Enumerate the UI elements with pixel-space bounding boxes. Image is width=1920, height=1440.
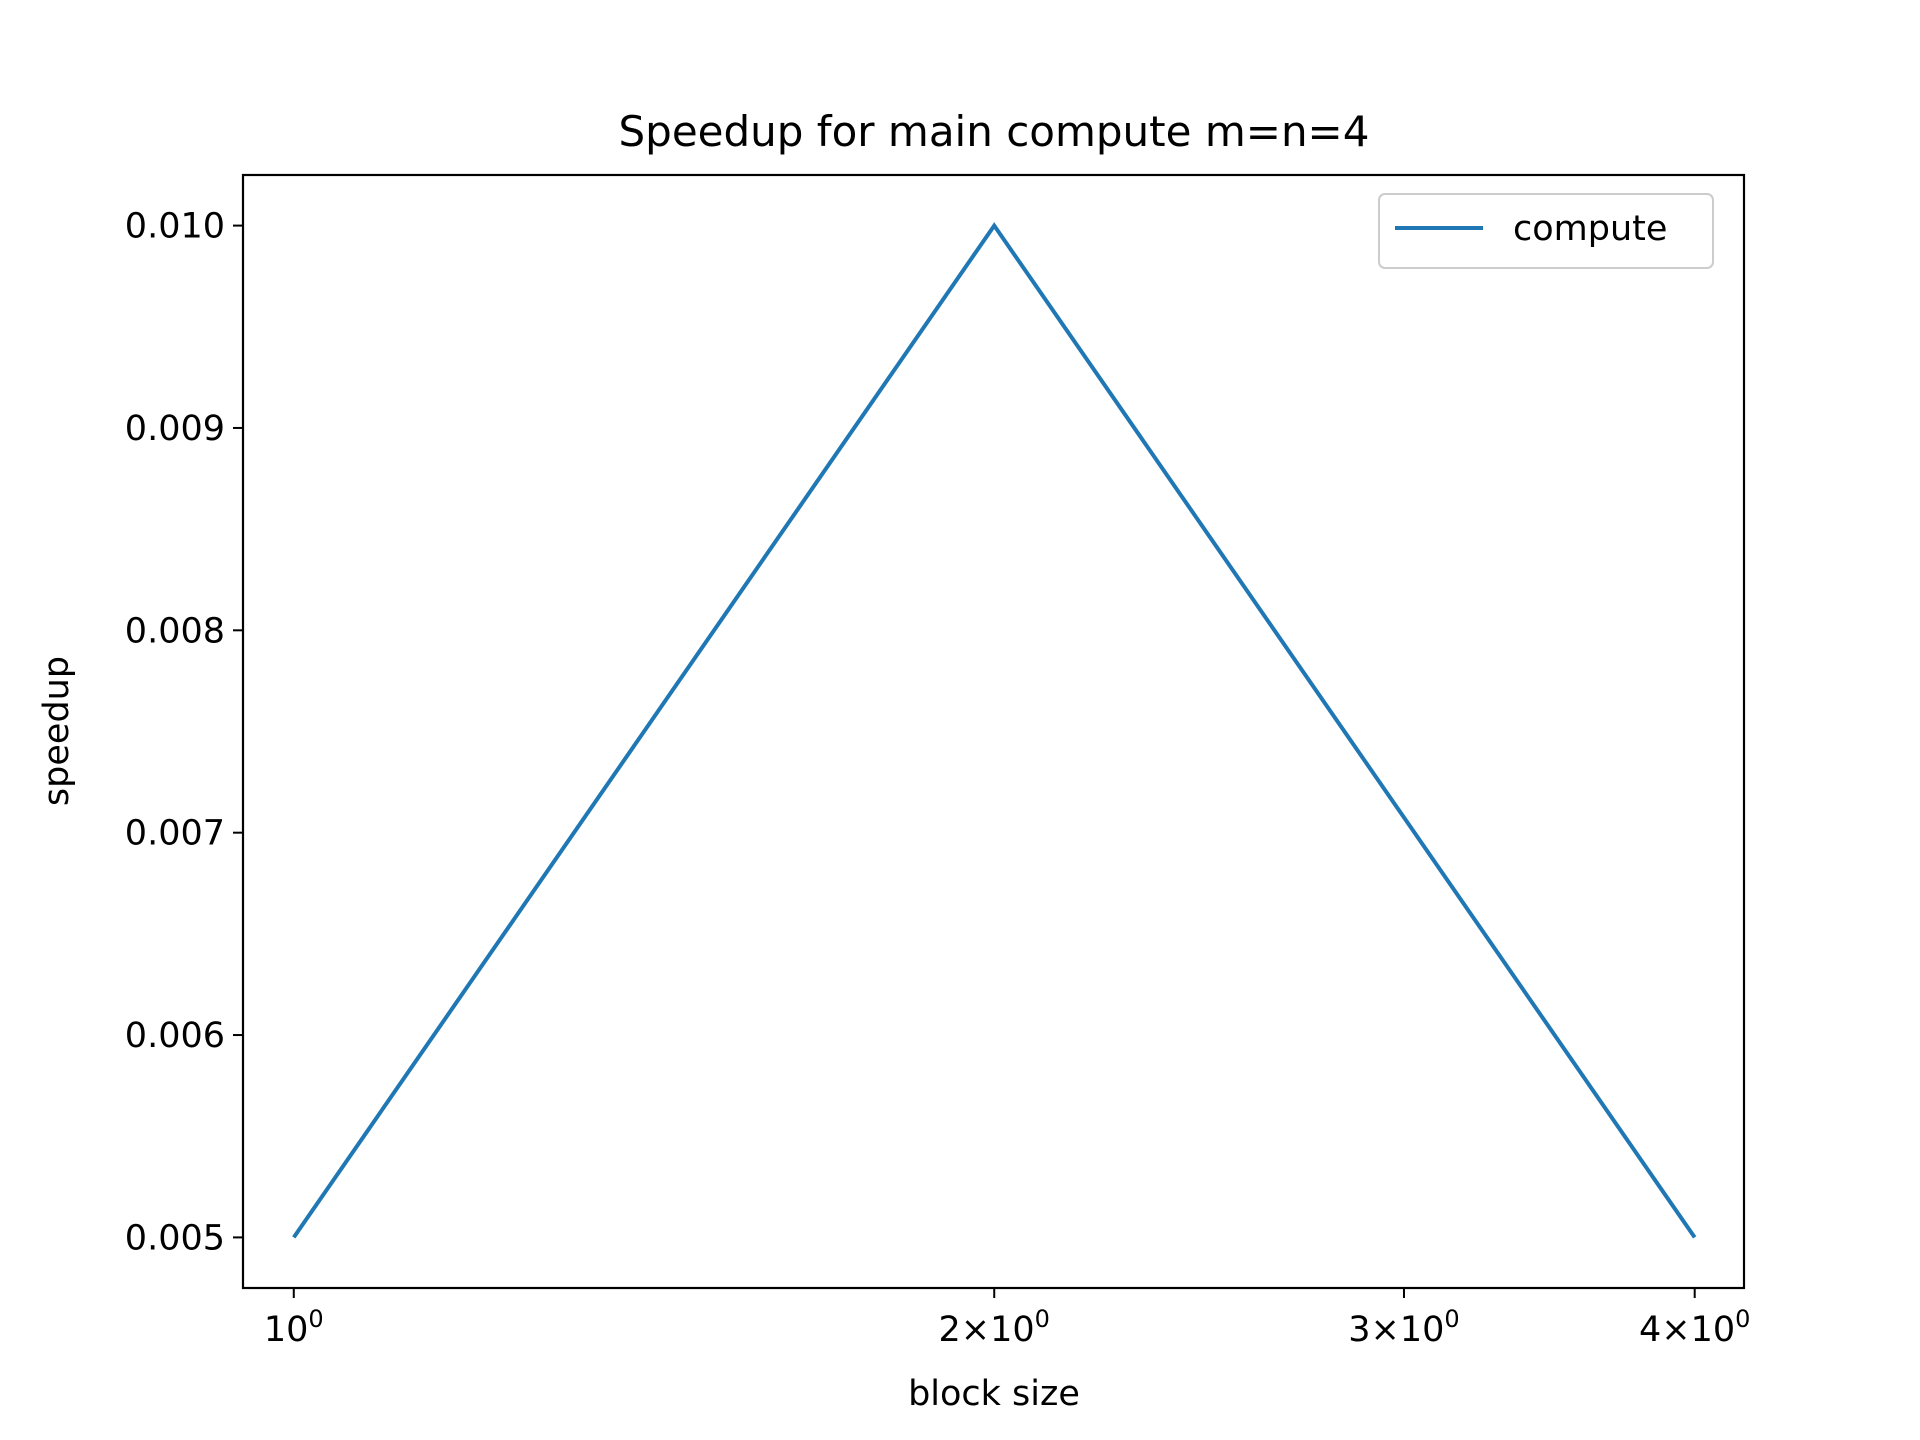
plot-frame	[241, 173, 1746, 1290]
x-tick-exponent: 0	[1035, 1305, 1050, 1333]
y-tick-label: 0.008	[125, 611, 225, 651]
x-tick-label: 4×100	[1639, 1305, 1750, 1350]
x-tick-label: 2×100	[939, 1305, 1050, 1350]
x-tick-base: 4×10	[1639, 1310, 1735, 1350]
y-tick-label: 0.009	[125, 409, 225, 449]
x-tick-exponent: 0	[308, 1305, 323, 1333]
series-layer	[292, 222, 1697, 1239]
chart-title: Speedup for main compute m=n=4	[619, 107, 1370, 156]
series-line-compute	[292, 222, 1697, 1239]
y-axis-ticks: 0.005 0.006 0.007 0.008 0.009 0.010	[125, 207, 243, 1258]
y-tick-label: 0.005	[125, 1218, 225, 1258]
x-tick-label: 100	[264, 1305, 324, 1350]
y-tick-label: 0.006	[125, 1016, 225, 1056]
x-tick-base: 2×10	[939, 1310, 1035, 1350]
legend-box	[1378, 193, 1714, 269]
x-axis-label: block size	[908, 1374, 1080, 1414]
y-axis-label: speedup	[37, 656, 77, 806]
y-tick-label: 0.010	[125, 207, 225, 247]
x-tick-base: 3×10	[1348, 1310, 1444, 1350]
y-tick-label: 0.007	[125, 814, 225, 854]
x-tick-exponent: 0	[1735, 1305, 1750, 1333]
x-tick-label: 3×100	[1348, 1305, 1459, 1350]
x-axis-ticks: 100 2×100 3×100 4×100	[264, 1288, 1750, 1350]
legend-label-compute: compute	[1513, 209, 1667, 249]
x-tick-exponent: 0	[1444, 1305, 1459, 1333]
legend: compute	[1378, 193, 1714, 269]
x-tick-base: 10	[264, 1310, 309, 1350]
